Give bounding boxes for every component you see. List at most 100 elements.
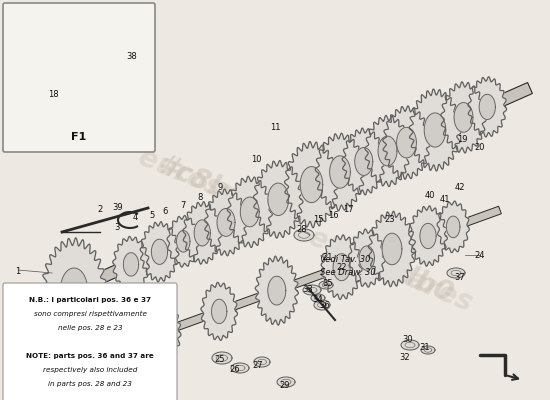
Polygon shape xyxy=(329,156,350,188)
Polygon shape xyxy=(441,82,486,153)
Polygon shape xyxy=(342,128,386,195)
Polygon shape xyxy=(355,148,373,176)
Text: 24: 24 xyxy=(475,250,485,260)
Text: N.B.: i particolari pos. 36 e 37: N.B.: i particolari pos. 36 e 37 xyxy=(29,297,151,303)
Polygon shape xyxy=(409,206,447,266)
Text: 35: 35 xyxy=(323,280,333,288)
Text: 36: 36 xyxy=(320,300,331,310)
Text: 39: 39 xyxy=(113,204,123,212)
Polygon shape xyxy=(140,222,179,282)
Text: 3: 3 xyxy=(114,224,120,232)
Polygon shape xyxy=(254,357,270,367)
Text: 13: 13 xyxy=(95,310,105,320)
Text: 12: 12 xyxy=(75,314,85,322)
Text: #c8bdb0: #c8bdb0 xyxy=(323,231,457,309)
Text: 19: 19 xyxy=(456,136,468,144)
Text: 34: 34 xyxy=(313,296,323,304)
Polygon shape xyxy=(153,319,170,346)
Text: 1: 1 xyxy=(15,268,21,276)
Polygon shape xyxy=(53,82,532,304)
Polygon shape xyxy=(368,211,416,287)
Polygon shape xyxy=(277,377,295,387)
Polygon shape xyxy=(183,202,222,264)
Text: 26: 26 xyxy=(230,366,240,374)
Polygon shape xyxy=(32,13,102,121)
Text: in parts pos. 28 and 23: in parts pos. 28 and 23 xyxy=(48,381,132,387)
Polygon shape xyxy=(319,281,333,289)
Polygon shape xyxy=(468,77,507,137)
Polygon shape xyxy=(113,236,149,292)
Text: 31: 31 xyxy=(420,344,430,352)
Text: eurospares: eurospares xyxy=(134,143,306,237)
Text: 37: 37 xyxy=(455,274,465,282)
Text: 28: 28 xyxy=(296,226,307,234)
Polygon shape xyxy=(454,102,473,132)
Polygon shape xyxy=(60,268,87,311)
Text: 16: 16 xyxy=(328,210,338,220)
Text: 33: 33 xyxy=(302,286,313,294)
Polygon shape xyxy=(447,216,460,238)
Text: 9: 9 xyxy=(217,184,223,192)
Text: 4: 4 xyxy=(133,214,138,222)
Text: 14: 14 xyxy=(126,300,138,310)
Polygon shape xyxy=(231,363,249,373)
Text: 27: 27 xyxy=(252,360,263,370)
Polygon shape xyxy=(401,340,419,350)
Text: 30: 30 xyxy=(403,336,413,344)
Polygon shape xyxy=(151,239,168,264)
Polygon shape xyxy=(42,238,106,341)
Text: 18: 18 xyxy=(48,90,58,99)
Text: 11: 11 xyxy=(270,124,280,132)
Polygon shape xyxy=(303,285,321,295)
Text: #c8bdb0: #c8bdb0 xyxy=(153,151,287,229)
Text: Vedi Tav. 30: Vedi Tav. 30 xyxy=(320,255,371,264)
Text: nelle pos. 28 e 23: nelle pos. 28 e 23 xyxy=(58,325,122,331)
Polygon shape xyxy=(130,34,154,52)
Text: eurospares: eurospares xyxy=(304,223,476,317)
Text: 10: 10 xyxy=(251,156,261,164)
Text: 20: 20 xyxy=(475,144,485,152)
Polygon shape xyxy=(349,229,385,287)
Text: 29: 29 xyxy=(280,380,290,390)
Polygon shape xyxy=(479,94,496,120)
Text: 38: 38 xyxy=(126,52,138,61)
Polygon shape xyxy=(201,282,238,340)
Polygon shape xyxy=(212,352,232,364)
Polygon shape xyxy=(420,224,436,248)
Polygon shape xyxy=(177,230,190,252)
Text: F1: F1 xyxy=(72,132,87,142)
Polygon shape xyxy=(294,229,314,241)
Polygon shape xyxy=(383,106,430,179)
Polygon shape xyxy=(315,133,365,211)
Polygon shape xyxy=(268,183,289,216)
Polygon shape xyxy=(314,300,330,310)
Polygon shape xyxy=(212,299,227,324)
Polygon shape xyxy=(311,294,325,302)
Polygon shape xyxy=(382,233,402,265)
Text: 5: 5 xyxy=(150,210,155,220)
Text: 22: 22 xyxy=(337,264,347,272)
Polygon shape xyxy=(365,116,410,186)
Text: 32: 32 xyxy=(400,354,410,362)
Polygon shape xyxy=(333,254,350,281)
Text: 25: 25 xyxy=(214,356,225,364)
FancyBboxPatch shape xyxy=(3,283,177,400)
Polygon shape xyxy=(424,113,446,147)
Polygon shape xyxy=(421,346,435,354)
Text: NOTE: parts pos. 36 and 37 are: NOTE: parts pos. 36 and 37 are xyxy=(26,353,154,359)
Polygon shape xyxy=(142,300,181,364)
Text: 23: 23 xyxy=(384,216,395,224)
Text: respectively also included: respectively also included xyxy=(43,367,137,373)
Text: 17: 17 xyxy=(343,206,353,214)
Polygon shape xyxy=(227,176,272,248)
Text: 2: 2 xyxy=(97,206,103,214)
Text: 6: 6 xyxy=(162,206,168,216)
Polygon shape xyxy=(53,44,81,90)
Text: 7: 7 xyxy=(180,200,186,210)
Polygon shape xyxy=(167,216,199,267)
Text: 40: 40 xyxy=(425,190,435,200)
Text: 41: 41 xyxy=(440,196,450,204)
Text: 8: 8 xyxy=(197,194,203,202)
Polygon shape xyxy=(397,127,416,158)
Text: 38: 38 xyxy=(90,84,100,92)
